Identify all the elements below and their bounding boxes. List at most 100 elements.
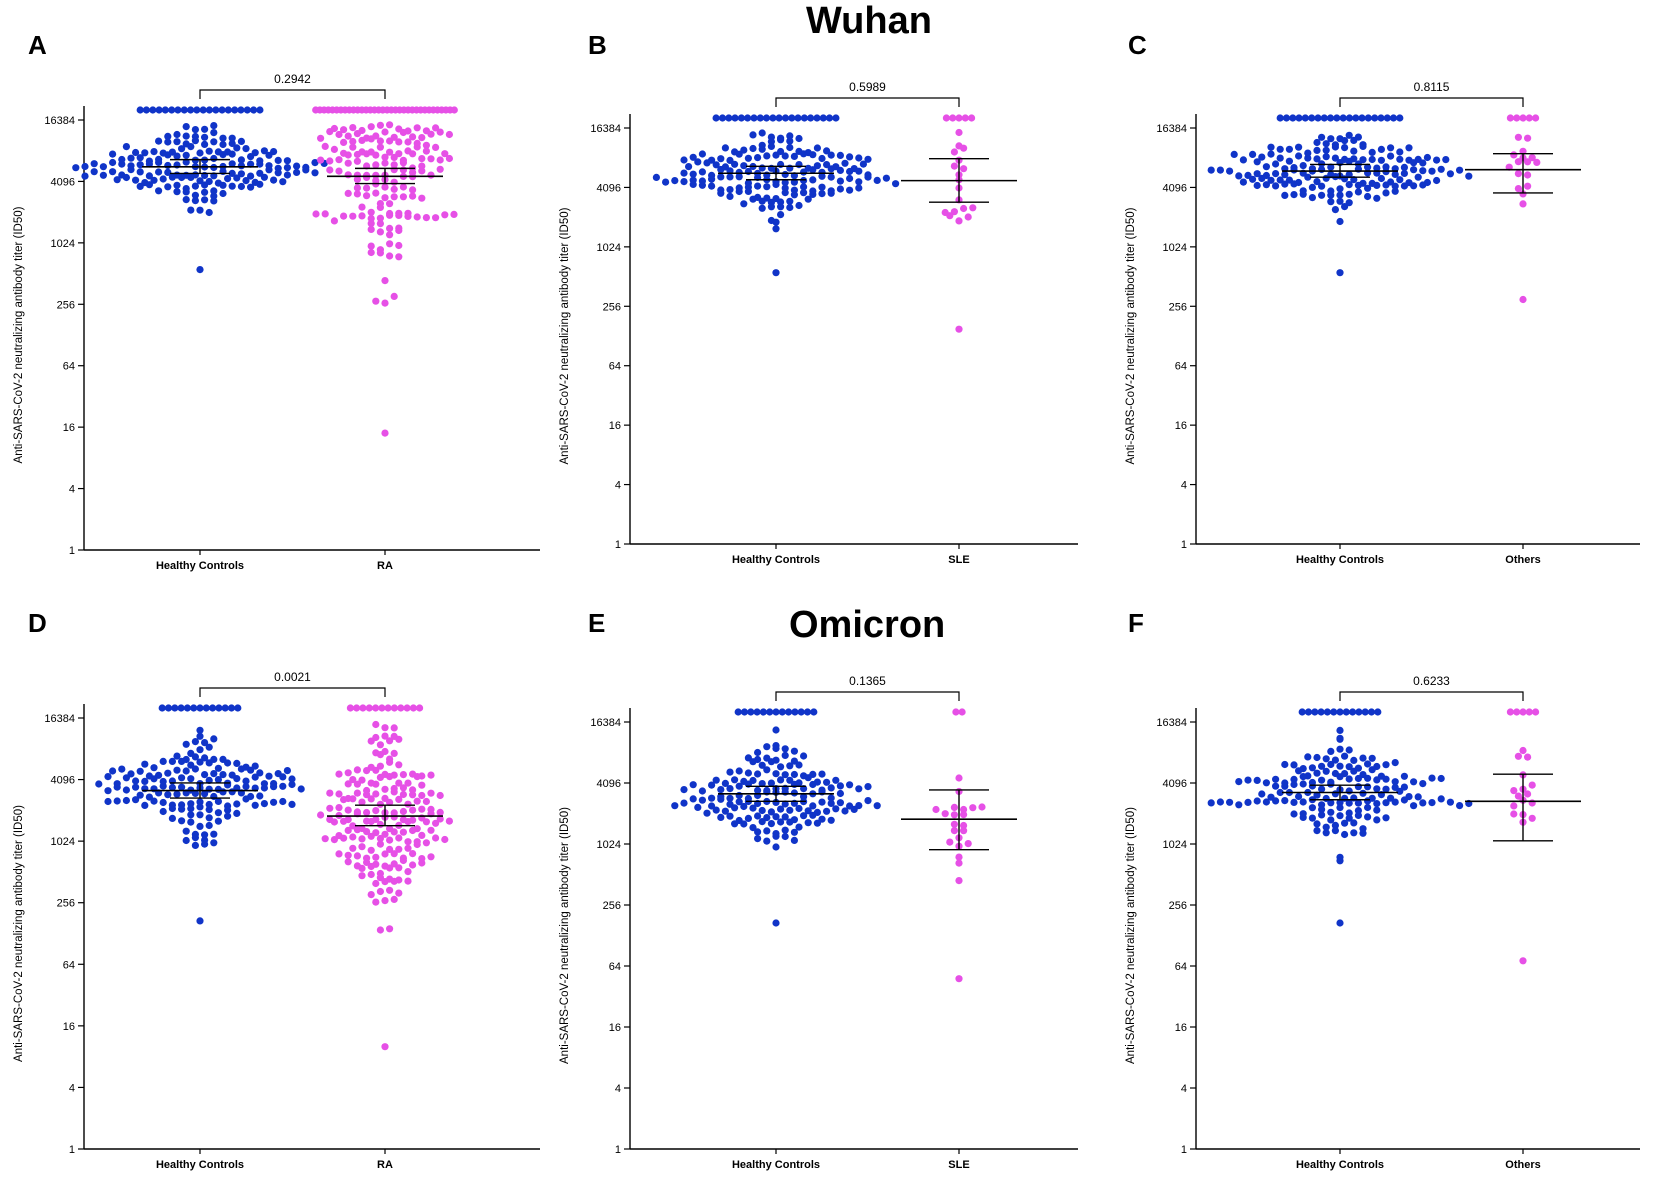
data-point (1456, 802, 1464, 810)
y-tick-label: 16 (63, 1021, 75, 1033)
data-point-ceiling (1339, 114, 1347, 122)
data-point (256, 160, 264, 168)
data-point (1428, 167, 1436, 175)
data-point (335, 850, 343, 858)
data-point (326, 804, 334, 812)
data-point (790, 770, 799, 779)
data-point (1207, 799, 1215, 807)
data-point (399, 771, 407, 779)
data-point (758, 145, 766, 153)
data-point (1318, 165, 1326, 174)
data-point (726, 794, 734, 802)
data-point (159, 798, 167, 807)
data-point (164, 138, 172, 146)
data-point (113, 176, 121, 184)
data-point (326, 128, 334, 136)
data-point (744, 814, 753, 823)
data-point (781, 189, 789, 197)
data-point (1410, 182, 1418, 190)
data-point (1341, 137, 1349, 145)
data-point (381, 159, 389, 167)
data-point (1336, 735, 1344, 743)
data-point (1290, 191, 1298, 199)
data-point (386, 836, 394, 844)
data-point (1345, 787, 1353, 795)
data-point (1308, 183, 1316, 191)
data-point (1524, 171, 1532, 179)
data-point (191, 126, 199, 134)
data-point (376, 834, 384, 843)
data-point (827, 189, 835, 197)
data-point (1331, 154, 1339, 162)
data-point-ceiling (199, 106, 207, 114)
data-point (978, 803, 986, 811)
data-point (1276, 788, 1284, 797)
data-point (233, 800, 241, 808)
data-point (1354, 774, 1362, 783)
data-point (399, 856, 407, 865)
data-point-ceiling (403, 704, 411, 712)
data-point (441, 150, 449, 158)
data-point (1290, 775, 1298, 784)
data-point (1410, 166, 1418, 174)
data-point (652, 173, 661, 181)
y-tick-label: 4 (615, 1083, 621, 1095)
data-point (1295, 143, 1303, 151)
data-point (1514, 170, 1522, 178)
data-point (832, 776, 840, 784)
x-tick-label: SLE (948, 1159, 969, 1171)
data-point-ceiling (1298, 708, 1306, 716)
data-point (376, 121, 384, 129)
data-point (763, 827, 771, 835)
data-point (390, 185, 398, 193)
data-point (363, 173, 371, 181)
data-point (809, 151, 817, 159)
data-point (1267, 176, 1275, 184)
data-point (237, 182, 245, 191)
data-point (233, 144, 241, 152)
y-tick-label: 16384 (590, 123, 621, 135)
data-point (136, 182, 144, 190)
data-point (210, 830, 218, 838)
data-point (689, 170, 697, 178)
panel-letter: C (1128, 30, 1147, 60)
data-point (381, 128, 389, 136)
data-point (381, 277, 389, 285)
data-point (1313, 769, 1321, 777)
data-point (703, 809, 711, 817)
data-point (740, 162, 748, 170)
data-point (950, 162, 959, 170)
y-tick-label: 16 (1175, 420, 1187, 432)
data-point (1524, 182, 1532, 190)
data-point (349, 795, 357, 803)
data-point (164, 151, 172, 159)
data-point (196, 803, 204, 811)
data-point (279, 797, 287, 806)
data-point (1313, 827, 1321, 835)
data-point-ceiling (155, 106, 163, 114)
y-tick-label: 64 (63, 959, 75, 971)
data-point (1341, 175, 1349, 183)
data-point (404, 838, 412, 846)
data-point-ceiling (164, 704, 173, 712)
data-point-ceiling (209, 704, 217, 712)
data-point (404, 868, 412, 876)
section-title-wuhan: Wuhan (806, 0, 932, 42)
data-point (187, 173, 195, 181)
data-point (767, 758, 776, 766)
data-point-ceiling (190, 704, 198, 712)
data-point (772, 726, 780, 734)
data-point (159, 807, 167, 816)
data-point (404, 138, 412, 146)
data-point (735, 767, 743, 775)
data-point (288, 775, 296, 783)
data-point (795, 134, 803, 143)
data-point (1354, 783, 1362, 791)
data-point (376, 926, 384, 934)
data-point (772, 798, 780, 807)
data-point (855, 154, 863, 162)
x-tick-label: Others (1505, 554, 1540, 566)
data-point (1239, 178, 1247, 186)
data-point (1308, 782, 1316, 790)
data-point-ceiling (778, 708, 786, 716)
